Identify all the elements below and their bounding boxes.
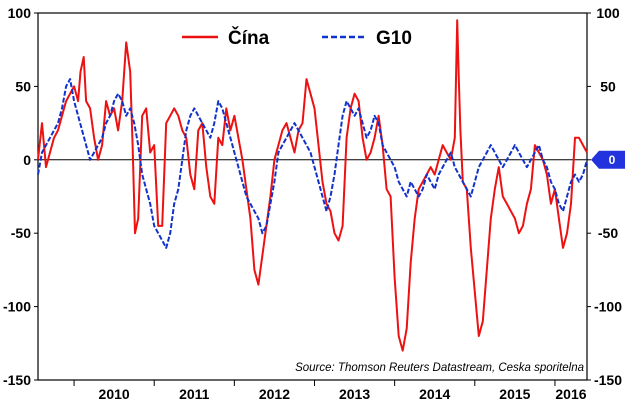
x-tick-label: 2016 <box>555 386 586 402</box>
y-tick-label-left: 0 <box>23 152 31 168</box>
left-axis: -150 -100 -50 0 50 100 <box>3 5 38 388</box>
zero-marker-label: 0 <box>609 153 616 167</box>
x-tick-label: 2015 <box>499 386 530 402</box>
x-tick-label: 2013 <box>339 386 370 402</box>
plot-frame <box>37 12 588 381</box>
right-axis: -150 -100 -50 0 50 100 <box>587 5 622 388</box>
y-tick-label-left: -50 <box>11 225 31 241</box>
legend: Čína G10 <box>182 27 412 49</box>
y-tick-label-left: -100 <box>3 299 31 315</box>
series-layer <box>37 19 588 352</box>
y-tick-label-left: -150 <box>3 372 31 388</box>
y-tick-label-right: 100 <box>596 5 620 21</box>
y-tick-label-left: 100 <box>8 5 32 21</box>
x-tick-label: 2014 <box>419 386 450 402</box>
series-line-cina <box>37 19 588 352</box>
legend-label-cina: Čína <box>228 27 270 49</box>
zero-marker-arrow-icon <box>591 150 625 169</box>
zero-value-marker: 0 <box>591 150 625 169</box>
series-line-g10 <box>37 78 588 249</box>
y-tick-label-right: -100 <box>594 299 622 315</box>
x-tick-label: 2012 <box>259 386 290 402</box>
y-tick-label-right: -50 <box>598 225 618 241</box>
legend-label-g10: G10 <box>376 28 412 49</box>
y-tick-label-right: -150 <box>594 372 622 388</box>
x-tick-label: 2011 <box>179 386 210 402</box>
x-tick-label: 2010 <box>99 386 130 402</box>
source-note: Source: Thomson Reuters Datastream, Cesk… <box>295 362 584 374</box>
y-tick-label-left: 50 <box>15 78 31 94</box>
x-axis: 2010 2011 2012 2013 2014 2015 2016 <box>73 380 587 402</box>
y-tick-label-right: 50 <box>600 78 616 94</box>
